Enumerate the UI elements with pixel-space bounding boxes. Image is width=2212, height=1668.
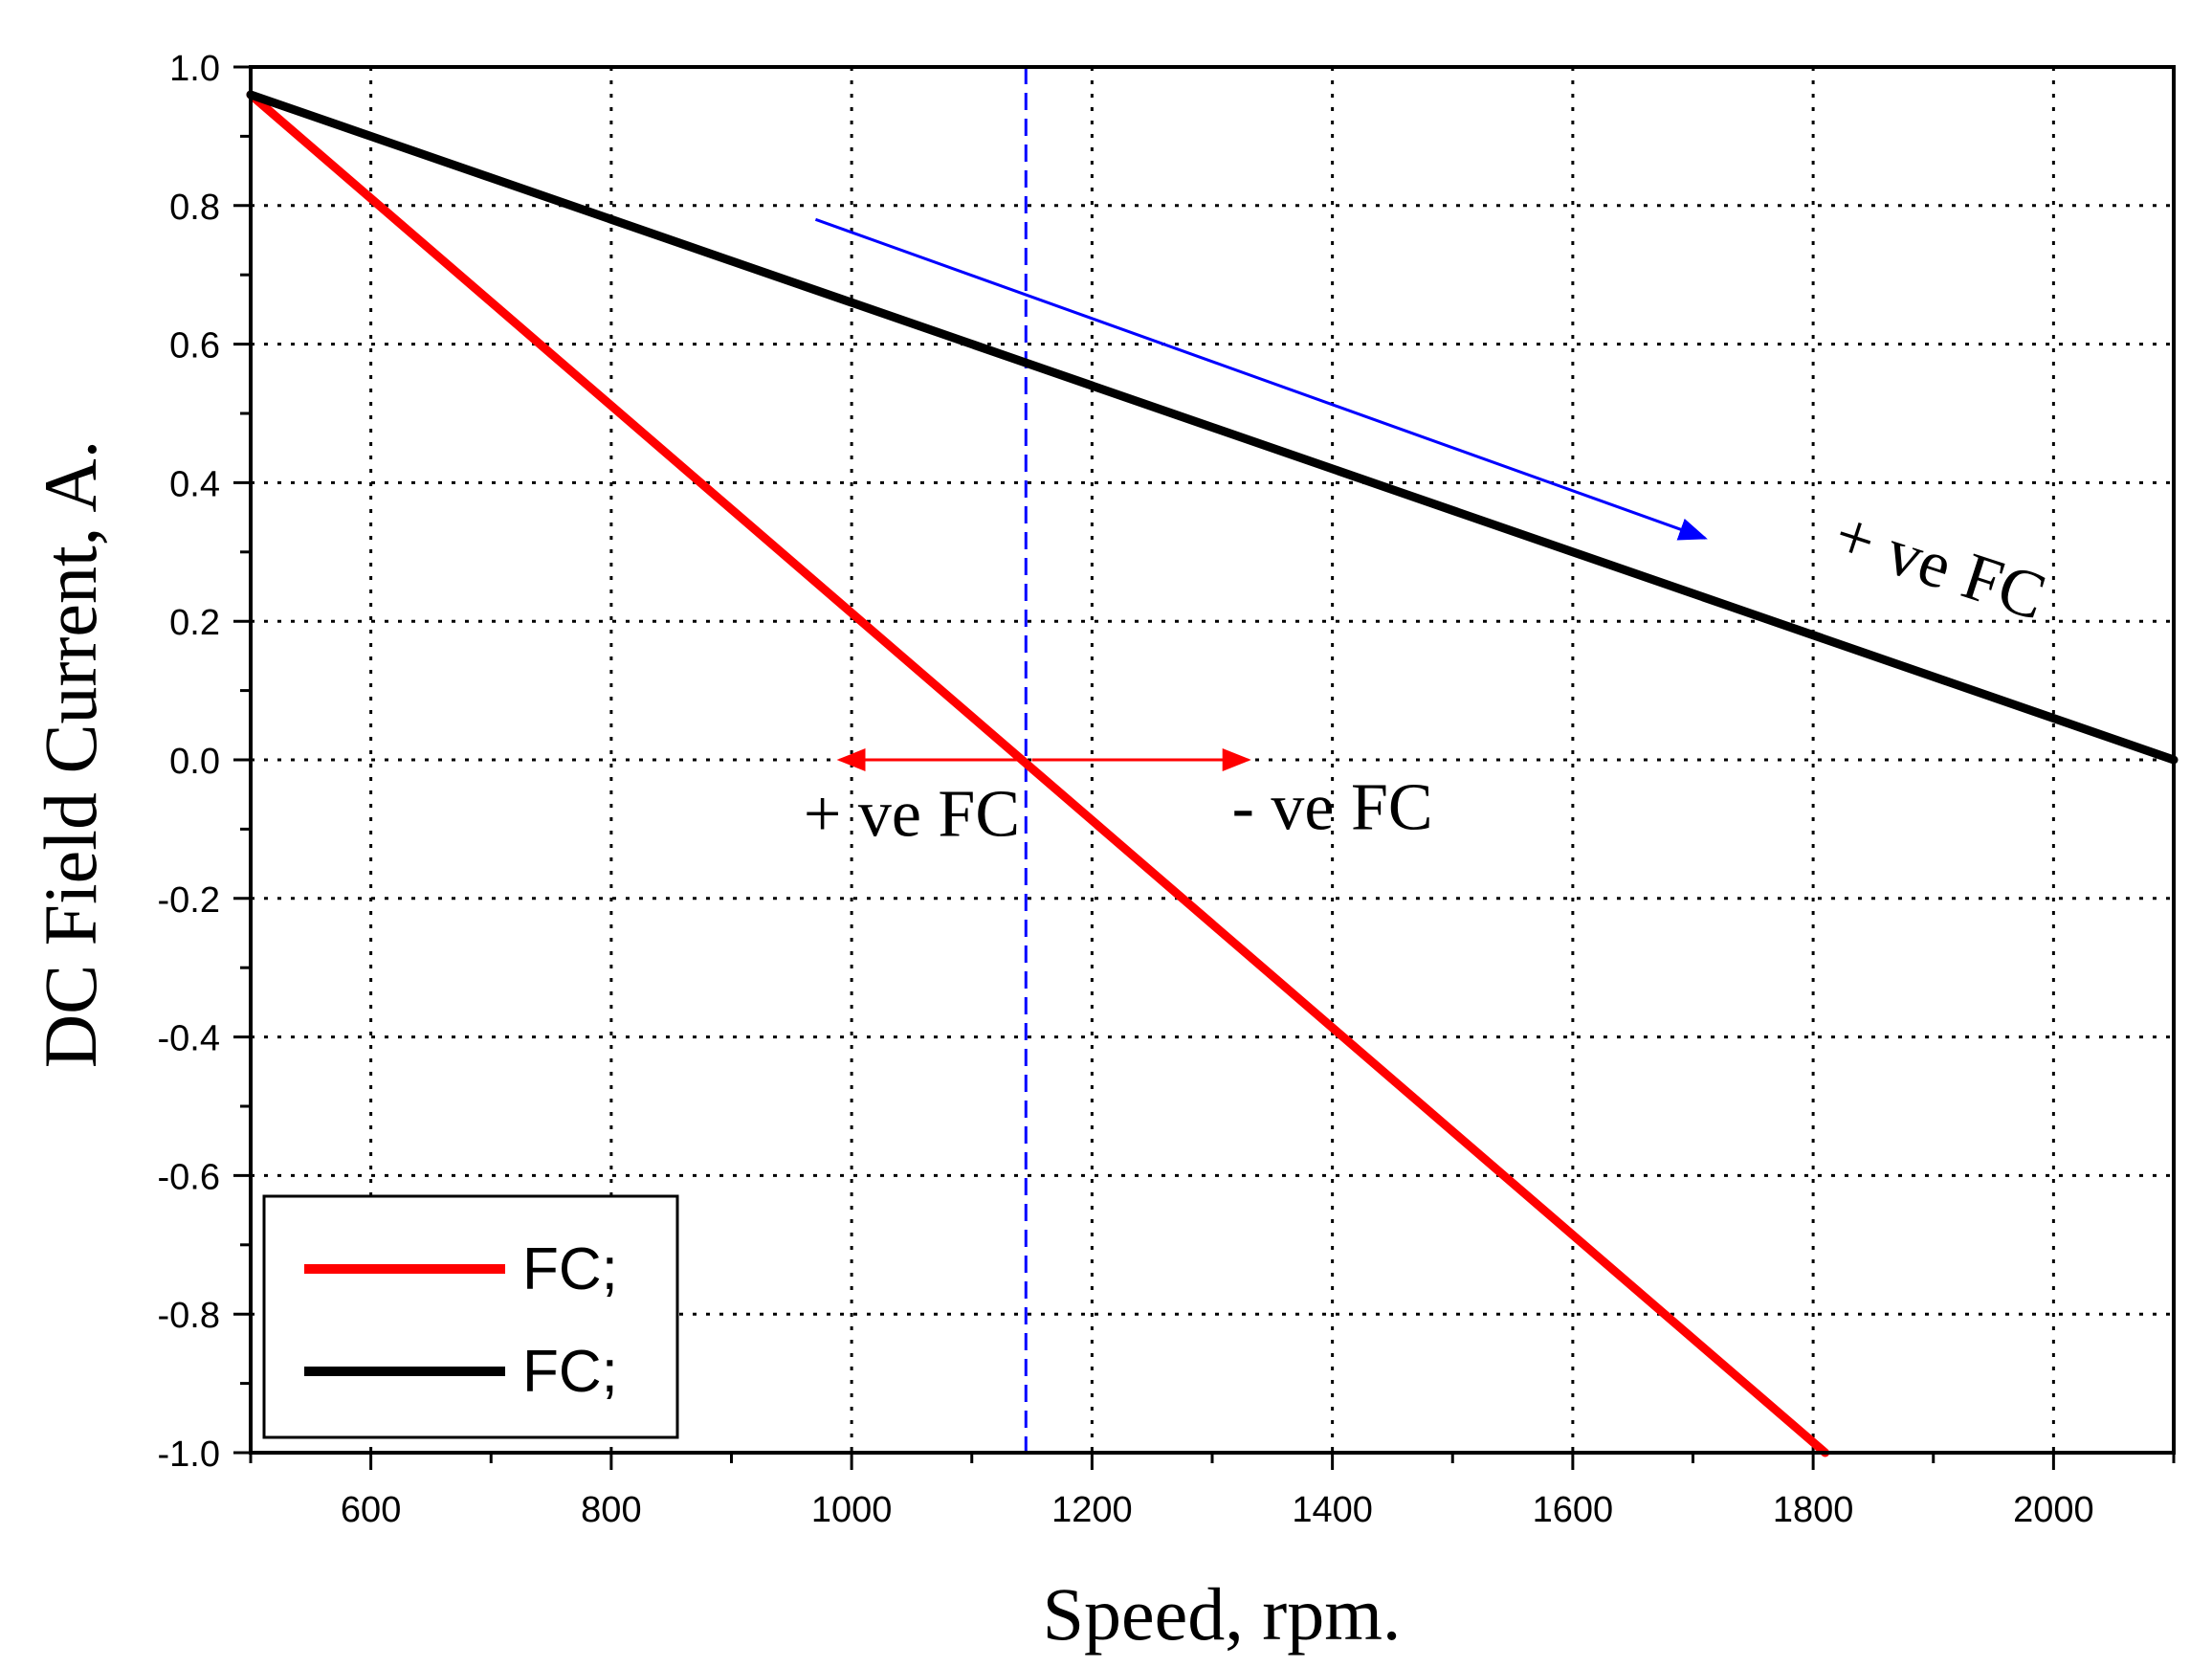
y-tick-label: -0.6 (158, 1157, 220, 1197)
x-tick-label: 1400 (1292, 1490, 1373, 1530)
legend-label-red: FC; (522, 1236, 618, 1302)
plot-frame (249, 65, 2176, 1455)
y-axis-title: DC Field Current, A. (29, 440, 112, 1069)
legend-box (262, 1194, 679, 1439)
x-tick-label: 800 (581, 1490, 641, 1530)
y-tick-label: -0.4 (158, 1019, 220, 1059)
x-axis-title: Speed, rpm. (1043, 1572, 1402, 1656)
annotation-text: + ve FC (1825, 498, 2054, 634)
annotation-text: - ve FC (1232, 770, 1433, 844)
annotation-text: + ve FC (804, 778, 1020, 852)
y-tick-label: -1.0 (158, 1434, 220, 1475)
y-tick-label: 0.4 (169, 464, 220, 504)
y-tick-label: -0.2 (158, 880, 220, 921)
x-tick-label: 1600 (1533, 1490, 1614, 1530)
series (246, 67, 2179, 1457)
annotations: + ve FC - ve FC + ve FC (804, 217, 2054, 852)
x-tick-label: 1200 (1051, 1490, 1133, 1530)
x-tick-label: 1800 (1773, 1490, 1854, 1530)
x-tick-label: 600 (341, 1490, 401, 1530)
y-tick-label: 0.2 (169, 603, 220, 643)
y-tick-label: -0.8 (158, 1296, 220, 1336)
legend: FC; FC; (262, 1194, 679, 1439)
series-line-red (246, 90, 1830, 1457)
tick-labels: 600 800 1000 1200 1400 1600 1800 2000 1.0 0.8 0.6 0… (158, 49, 2094, 1530)
axis-ticks (233, 65, 2176, 1470)
legend-label-black: FC; (522, 1339, 618, 1405)
y-tick-label: 1.0 (169, 49, 220, 89)
y-tick-label: 0.6 (169, 326, 220, 367)
series-line-black (246, 90, 2179, 765)
x-tick-label: 2000 (2013, 1490, 2094, 1530)
y-tick-label: 0.0 (169, 742, 220, 782)
y-tick-label: 0.8 (169, 188, 220, 228)
annotation-arrow (814, 217, 1708, 541)
x-tick-label: 1000 (811, 1490, 893, 1530)
